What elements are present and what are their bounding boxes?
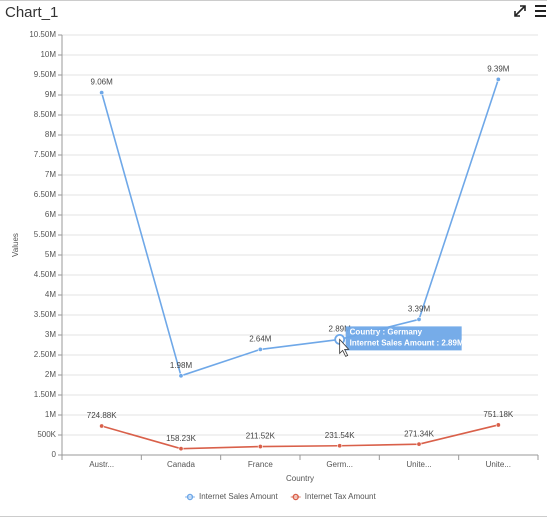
y-tick-label: 9.50M (34, 70, 57, 79)
y-tick-label: 9M (45, 90, 56, 99)
y-tick-label: 4M (45, 290, 56, 299)
y-tick-label: 500K (37, 430, 56, 439)
data-label: 724.88K (87, 411, 117, 420)
y-tick-label: 5.50M (34, 230, 57, 239)
y-tick-label: 4.50M (34, 270, 57, 279)
y-tick-label: 8M (45, 130, 56, 139)
marker (495, 76, 501, 82)
y-tick-label: 7M (45, 170, 56, 179)
y-tick-label: 5M (45, 250, 56, 259)
y-tick-label: 3.50M (34, 310, 57, 319)
marker (416, 316, 422, 322)
x-tick-label: Unite... (406, 460, 431, 469)
y-tick-label: 1.50M (34, 390, 57, 399)
data-label: 158.23K (166, 434, 196, 443)
x-tick-label: Canada (167, 460, 196, 469)
line (100, 79, 500, 377)
y-tick-label: 10.50M (29, 30, 56, 39)
marker (416, 441, 422, 447)
marker (178, 373, 184, 379)
x-tick-label: Unite... (486, 460, 511, 469)
y-tick-label: 6M (45, 210, 56, 219)
tooltip-text: Internet Sales Amount : 2.89M (350, 339, 464, 348)
y-tick-label: 0 (52, 450, 57, 459)
y-tick-label: 3M (45, 330, 56, 339)
y-tick-label: 2M (45, 370, 56, 379)
x-tick-label: Germ... (326, 460, 353, 469)
data-label: 3.39M (408, 305, 431, 314)
data-label: 1.98M (170, 361, 193, 370)
y-tick-label: 7.50M (34, 150, 57, 159)
x-tick-label: Austr... (89, 460, 114, 469)
menu-icon[interactable] (535, 5, 546, 17)
data-label: 211.52K (246, 432, 276, 441)
tooltip-box (345, 326, 462, 351)
data-label: 231.54K (325, 431, 355, 440)
expand-icon[interactable] (514, 5, 526, 17)
marker (99, 90, 105, 96)
tooltip-text: Country : Germany (350, 328, 423, 337)
y-tick-label: 1M (45, 410, 56, 419)
y-axis-title: Values (11, 233, 20, 257)
marker (257, 444, 263, 450)
marker (337, 443, 343, 449)
data-label: 751.18K (483, 410, 513, 419)
y-tick-label: 2.50M (34, 350, 57, 359)
data-label: 2.64M (249, 335, 272, 344)
data-label: 271.34K (404, 429, 434, 438)
y-tick-label: 10M (40, 50, 56, 59)
x-tick-label: France (248, 460, 273, 469)
marker (257, 346, 263, 352)
data-label: 2.89M (329, 325, 352, 334)
data-label: 9.39M (487, 65, 510, 74)
y-tick-label: 8.50M (34, 110, 57, 119)
chart-title: Chart_1 (5, 4, 58, 21)
cursor (339, 338, 350, 357)
y-tick-label: 6.50M (34, 190, 57, 199)
data-label: 9.06M (91, 78, 114, 87)
marker (178, 446, 184, 452)
line (101, 424, 499, 450)
legend-label[interactable]: Internet Sales Amount (199, 492, 278, 501)
legend-label[interactable]: Internet Tax Amount (305, 492, 377, 501)
marker (99, 423, 105, 429)
x-axis-title: Country (286, 474, 314, 483)
marker (495, 422, 501, 428)
